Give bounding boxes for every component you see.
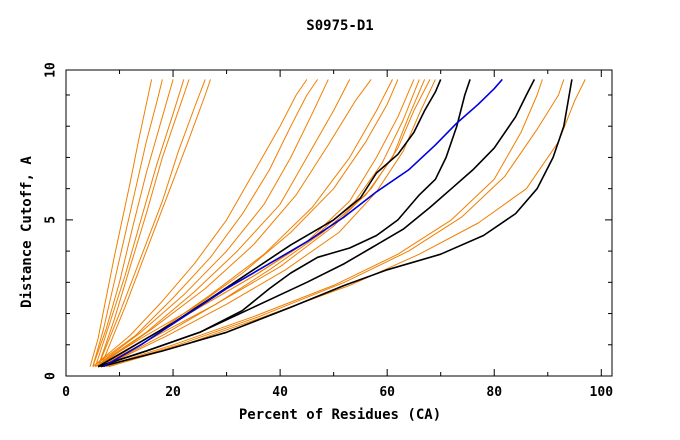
x-tick-label: 100 — [590, 385, 614, 400]
series-line-o3 — [92, 79, 174, 367]
series-line-o12 — [97, 79, 372, 368]
series-line-o16 — [100, 79, 420, 368]
series-line-o13 — [97, 79, 393, 368]
x-tick-label: 20 — [165, 385, 181, 400]
x-tick-label: 40 — [272, 385, 288, 400]
x-tick-label: 0 — [62, 385, 70, 400]
series-line-o22 — [108, 79, 586, 368]
series-line-o1 — [89, 79, 153, 367]
series-line-o14 — [95, 79, 399, 368]
series-line-b2 — [97, 79, 471, 368]
x-tick-label: 60 — [379, 385, 395, 400]
series-line-o2 — [92, 79, 163, 367]
series-layer — [89, 78, 586, 368]
chart-title: S0975-D1 — [306, 18, 373, 34]
series-line-o8 — [92, 79, 308, 367]
series-line-blue — [103, 78, 503, 368]
series-line-o9 — [92, 79, 319, 368]
series-line-b4 — [100, 79, 573, 368]
series-line-b3 — [97, 79, 536, 368]
y-tick-label: 0 — [44, 372, 59, 380]
ticks-layer: 0 20 40 60 80 100 0 5 10 — [44, 62, 614, 400]
series-line-o15 — [97, 79, 415, 368]
series-line-o6 — [97, 79, 206, 367]
series-line-o7 — [100, 79, 211, 367]
series-line-o21 — [105, 79, 565, 368]
x-axis-label: Percent of Residues (CA) — [239, 407, 441, 423]
series-line-o19 — [103, 79, 436, 368]
series-line-o10 — [95, 79, 329, 367]
series-line-o4 — [94, 79, 185, 367]
series-line-o18 — [103, 79, 431, 368]
series-line-b1 — [97, 79, 442, 368]
series-line-o17 — [100, 79, 426, 368]
y-tick-label: 5 — [44, 216, 59, 224]
x-tick-label: 80 — [486, 385, 502, 400]
y-tick-label: 10 — [44, 62, 59, 78]
series-line-o20 — [103, 79, 543, 368]
series-line-o11 — [95, 79, 351, 368]
y-axis-label: Distance Cutoff, A — [19, 156, 35, 308]
plot-frame — [65, 69, 613, 377]
series-line-o5 — [97, 79, 190, 367]
